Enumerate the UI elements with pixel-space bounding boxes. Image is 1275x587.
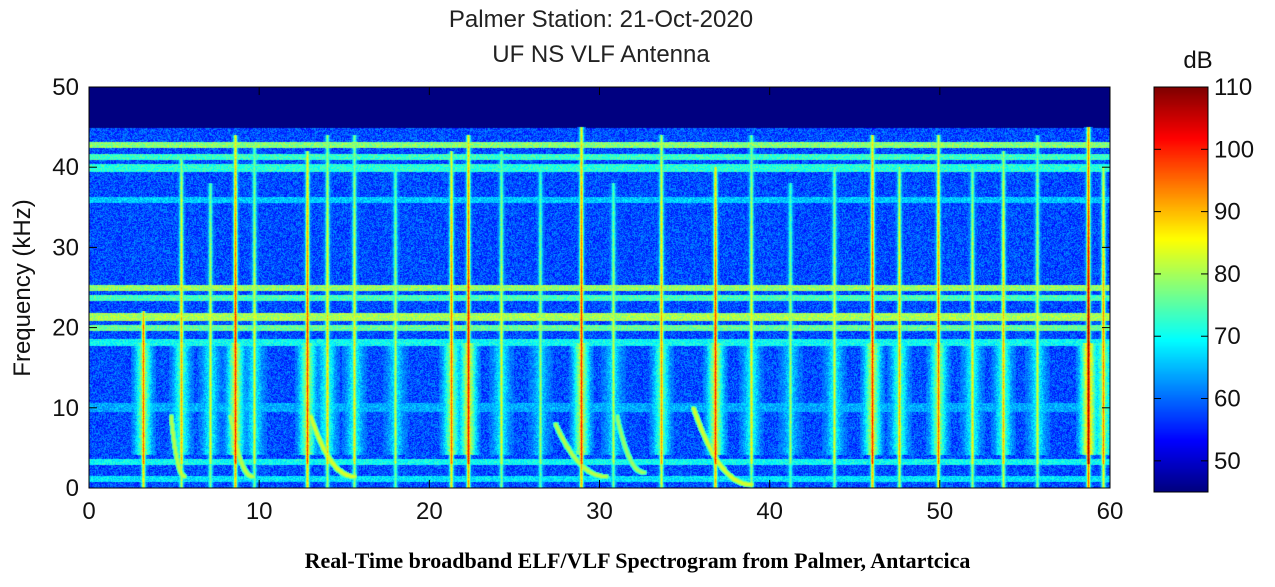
y-tick-label: 10	[52, 395, 79, 422]
y-tick-label: 50	[52, 74, 79, 101]
x-tick-label: 40	[756, 498, 783, 525]
x-tick-label: 30	[586, 498, 613, 525]
chart-subtitle: UF NS VLF Antenna	[492, 41, 710, 68]
y-tick-label: 30	[52, 234, 79, 261]
x-axis: 0 10 20 30 40 50 60	[82, 87, 1123, 525]
x-tick-label: 50	[926, 498, 953, 525]
chart-title: Palmer Station: 21-Oct-2020	[449, 6, 753, 33]
x-tick-label: 20	[416, 498, 443, 525]
colorbar-tick-label: 100	[1214, 136, 1254, 163]
colorbar-tick-label: 80	[1214, 261, 1241, 288]
colorbar-tick-label: 90	[1214, 199, 1241, 226]
figure-caption: Real-Time broadband ELF/VLF Spectrogram …	[304, 548, 971, 573]
colorbar-frame	[1153, 86, 1209, 493]
x-tick-label: 60	[1097, 498, 1124, 525]
x-tick-label: 0	[82, 498, 95, 525]
spectrogram-heatmap	[89, 87, 1110, 488]
y-tick-label: 20	[52, 315, 79, 342]
colorbar-tick-label: 70	[1214, 323, 1241, 350]
colorbar-tick-label: 110	[1214, 74, 1252, 101]
y-tick-label: 40	[52, 154, 79, 181]
colorbar-ticks: 50 60 70 80 90 100 110	[1154, 74, 1254, 475]
colorbar-tick-label: 60	[1214, 386, 1241, 413]
plot-area	[88, 86, 1111, 489]
colorbar: dB 50 60 70 80 90 100 110	[1153, 47, 1254, 493]
colorbar-label: dB	[1183, 47, 1212, 74]
colorbar-tick-label: 50	[1214, 448, 1241, 475]
x-tick-label: 10	[246, 498, 273, 525]
y-axis-label: Frequency (kHz)	[9, 199, 36, 376]
y-axis: 0 10 20 30 40 50	[52, 74, 1110, 502]
colorbar-gradient	[1154, 87, 1208, 492]
y-tick-label: 0	[66, 475, 79, 502]
